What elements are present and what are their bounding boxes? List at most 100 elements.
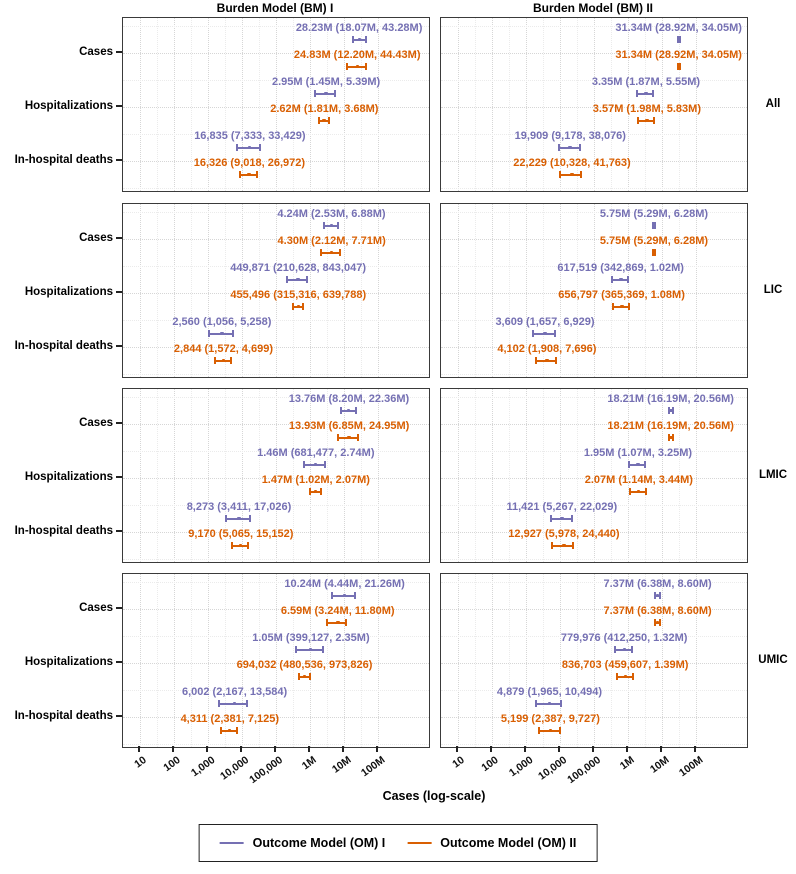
y-axis-label: Hospitalizations	[24, 656, 113, 668]
gridline-vertical-minor	[645, 574, 646, 747]
gridline-horizontal-minor	[441, 690, 747, 691]
gridline-vertical	[344, 574, 345, 747]
y-axis-tick	[115, 345, 122, 347]
y-axis-label: In-hospital deaths	[14, 710, 113, 722]
errorbar-cap-low	[207, 330, 210, 337]
errorbar-cap-high	[258, 144, 261, 151]
errorbar-cap-high	[645, 488, 648, 495]
x-axis-tick	[660, 746, 662, 752]
gridline-vertical-minor	[361, 204, 362, 377]
gridline-horizontal	[123, 239, 429, 240]
estimate-annotation: 3.57M (1.98M, 5.83M)	[592, 103, 701, 115]
gridline-vertical	[662, 574, 663, 747]
estimate-point	[247, 172, 251, 177]
y-axis-tick	[115, 291, 122, 293]
errorbar-cap-low	[654, 592, 657, 599]
legend-key-line-om2	[407, 841, 432, 845]
estimate-point	[636, 462, 640, 467]
gridline-horizontal	[123, 53, 429, 54]
x-axis-tick	[274, 746, 276, 752]
gridline-vertical	[594, 574, 595, 747]
facet-row-label-lmic: LMIC	[758, 468, 788, 481]
estimate-annotation: 4,311 (2,381, 7,125)	[180, 713, 280, 725]
errorbar-cap-high	[652, 90, 655, 97]
gridline-vertical	[458, 204, 459, 377]
gridline-vertical-minor	[611, 18, 612, 191]
gridline-horizontal	[123, 293, 429, 294]
estimate-point	[357, 37, 362, 42]
errorbar-cap-high	[558, 727, 561, 734]
errorbar-cap-low	[549, 515, 552, 522]
gridline-horizontal-minor	[441, 266, 747, 267]
gridline-horizontal	[123, 478, 429, 479]
gridline-vertical-minor	[327, 574, 328, 747]
estimate-point	[220, 331, 224, 336]
errorbar-cap-low	[225, 515, 228, 522]
errorbar-cap-low	[551, 542, 554, 549]
x-axis-tick-label: 100M	[358, 754, 388, 780]
errorbar-cap-high	[354, 592, 357, 599]
gridline-vertical-minor	[509, 204, 510, 377]
errorbar-cap-high	[553, 330, 556, 337]
gridline-vertical	[628, 389, 629, 562]
errorbar-cap-low	[295, 646, 298, 653]
gridline-horizontal-minor	[123, 374, 429, 375]
estimate-point	[313, 462, 318, 467]
gridline-vertical	[560, 204, 561, 377]
x-axis-tick-label: 10M	[329, 754, 354, 776]
y-axis-label: Cases	[79, 46, 113, 58]
gridline-vertical-minor	[509, 389, 510, 562]
errorbar-cap-low	[337, 434, 340, 441]
gridline-vertical	[594, 204, 595, 377]
x-axis-tick	[206, 746, 208, 752]
gridline-vertical-minor	[225, 574, 226, 747]
estimate-point	[347, 435, 351, 440]
estimate-annotation: 3,609 (1,657, 6,929)	[495, 316, 595, 328]
errorbar-cap-low	[557, 144, 560, 151]
gridline-vertical	[526, 574, 527, 747]
gridline-vertical	[140, 204, 141, 377]
gridline-horizontal-minor	[123, 320, 429, 321]
gridline-vertical-minor	[577, 389, 578, 562]
estimate-point	[227, 728, 232, 733]
estimate-annotation: 18.21M (16.19M, 20.56M)	[607, 420, 734, 432]
estimate-annotation: 1.46M (681,477, 2.74M)	[257, 447, 375, 459]
errorbar-cap-high	[627, 276, 630, 283]
estimate-point	[644, 91, 648, 96]
errorbar-cap-high	[255, 171, 258, 178]
gridline-vertical	[208, 574, 209, 747]
y-axis-label: Cases	[79, 417, 113, 429]
x-axis-tick-label: 1,000	[188, 754, 218, 780]
errorbar-cap-high	[658, 592, 661, 599]
errorbar-cap-low	[303, 461, 306, 468]
estimate-point	[636, 489, 641, 494]
y-axis-tick	[115, 607, 122, 609]
gridline-vertical-minor	[611, 204, 612, 377]
gridline-horizontal-minor	[123, 26, 429, 27]
errorbar-cap-low	[637, 117, 640, 124]
facet-column-header-bm2: Burden Model (BM) II	[533, 1, 653, 15]
gridline-vertical	[696, 574, 697, 747]
errorbar-cap-high	[339, 249, 342, 256]
gridline-horizontal	[441, 347, 747, 348]
gridline-horizontal-minor	[123, 212, 429, 213]
estimate-annotation: 7.37M (6.38M, 8.60M)	[603, 578, 712, 590]
x-axis-title: Cases (log-scale)	[382, 789, 486, 803]
gridline-horizontal	[441, 293, 747, 294]
gridline-vertical	[174, 18, 175, 191]
gridline-vertical	[174, 389, 175, 562]
estimate-annotation: 836,703 (459,607, 1.39M)	[561, 659, 689, 671]
gridline-vertical-minor	[475, 574, 476, 747]
gridline-horizontal	[123, 161, 429, 162]
legend-label-om1: Outcome Model (OM) I	[252, 836, 386, 850]
gridline-vertical-minor	[509, 18, 510, 191]
errorbar-cap-low	[213, 357, 216, 364]
x-axis-tick-label: 1,000	[506, 754, 536, 780]
estimate-annotation: 5.75M (5.29M, 6.28M)	[599, 235, 709, 247]
gridline-horizontal-minor	[441, 188, 747, 189]
facet-panel: 10.24M (4.44M, 21.26M) 6.59M (3.24M, 11.8…	[122, 573, 430, 748]
errorbar-cap-low	[537, 727, 540, 734]
gridline-vertical-minor	[191, 389, 192, 562]
errorbar-cap-high	[628, 303, 631, 310]
